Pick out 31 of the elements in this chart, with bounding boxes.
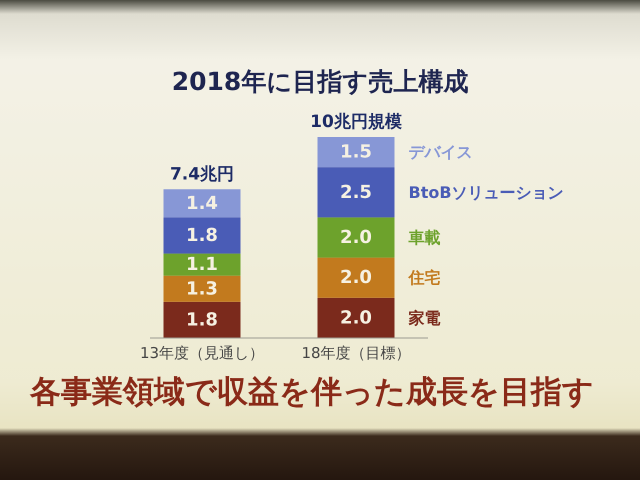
bar (164, 189, 240, 218)
data-label: 2.5 (340, 182, 372, 203)
x-tick-label: 18年度（目標） (301, 344, 411, 362)
data-label: 1.8 (186, 224, 218, 246)
chart-title: 2018年に目指す売上構成 (172, 67, 468, 96)
bar (164, 276, 240, 302)
series-label: 車載 (408, 228, 440, 247)
data-label: 1.5 (340, 142, 372, 163)
bar (318, 298, 394, 338)
series-label: 住宅 (408, 268, 440, 288)
series-label: 家電 (408, 308, 440, 328)
text: 各事業領域で収益を伴った成長を目指す (29, 374, 594, 410)
data-label: 1.8 (186, 309, 218, 330)
data-label: 2.0 (340, 267, 372, 288)
data-label: 2.0 (340, 227, 372, 248)
data-label: 1.4 (186, 192, 218, 214)
bar (164, 217, 240, 254)
data-label: 1.3 (186, 278, 218, 300)
bar (318, 217, 394, 258)
x-tick-label: 13年度（見通し） (140, 344, 264, 362)
bar (164, 254, 240, 276)
bar (164, 302, 240, 338)
bar (318, 258, 394, 298)
total-label: 10兆円規模 (310, 112, 402, 132)
bar (318, 137, 394, 168)
data-label: 1.1 (186, 254, 218, 276)
total-label: 7.4兆円 (170, 164, 234, 184)
series-label: デバイス (408, 142, 472, 162)
series-label: BtoBソリューション (408, 182, 564, 202)
bar (318, 167, 394, 218)
data-label: 2.0 (340, 307, 372, 328)
